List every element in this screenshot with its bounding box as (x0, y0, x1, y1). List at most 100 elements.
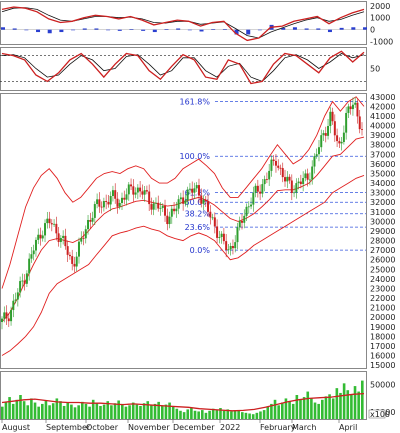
candle-body (272, 159, 275, 161)
volume-bar (179, 410, 182, 419)
volume-bar (171, 406, 175, 419)
volume-bar (73, 407, 77, 419)
macd-panel-frame (0, 1, 367, 45)
price-tick-label: 40000 (370, 122, 395, 131)
volume-bar (335, 388, 339, 419)
candle-body (32, 250, 35, 255)
candle-body (324, 133, 327, 136)
candle-body (252, 192, 255, 205)
volume-bar (44, 400, 48, 419)
volume-bar (288, 401, 291, 419)
candle-body (93, 204, 96, 218)
candle-body (80, 238, 83, 242)
candle-body (145, 190, 148, 192)
fib-level-label: 0.0% (190, 246, 211, 255)
candle-body (200, 195, 203, 204)
candle-body (286, 176, 289, 182)
fib-level-label: 100.0% (179, 152, 210, 161)
candle-body (68, 254, 71, 257)
volume-bar (342, 383, 346, 419)
candle-body (213, 217, 216, 227)
candle-body (19, 281, 22, 293)
candle-body (234, 242, 237, 249)
candle-body (356, 102, 359, 117)
macd-histogram-bar (222, 29, 227, 30)
macd-histogram-bar (1, 27, 5, 30)
candle-body (254, 185, 257, 193)
volume-bar (55, 398, 59, 419)
candle-body (41, 235, 44, 239)
volume-bar (230, 411, 233, 419)
volume-bar (302, 397, 306, 419)
candle-body (34, 239, 37, 251)
candle-body (98, 199, 101, 207)
candle-body (7, 318, 10, 322)
candle-body (295, 183, 298, 193)
volume-bar (150, 405, 153, 419)
volume-bar (11, 403, 15, 419)
x-axis-label: 2022 (220, 423, 240, 432)
candle-body (59, 237, 62, 243)
candle-body (247, 206, 250, 208)
macd-tick-label: 0 (370, 26, 375, 35)
price-tick-label: 21000 (370, 304, 395, 313)
price-tick-label: 18000 (370, 332, 395, 341)
macd-histogram-bar (351, 27, 356, 30)
volume-bar (33, 402, 37, 419)
candle-body (220, 233, 223, 237)
volume-tick-label: 50000 (370, 381, 395, 390)
macd-histogram-bar (36, 29, 41, 33)
candle-body (121, 197, 123, 203)
candle-body (114, 190, 117, 199)
candle-body (270, 159, 273, 171)
candle-body (358, 116, 361, 130)
bollinger-upper-band (1, 96, 365, 289)
candle-body (130, 184, 133, 187)
volume-multiplier-label: x100 (370, 410, 390, 419)
price-tick-label: 37000 (370, 150, 395, 159)
volume-bar (248, 413, 251, 419)
volume-bar (113, 403, 117, 419)
price-tick-label: 38000 (370, 141, 395, 150)
candle-body (179, 197, 182, 200)
volume-bar (22, 401, 26, 419)
candle-body (141, 191, 144, 195)
candle-body (261, 184, 264, 194)
volume-bar (310, 398, 313, 419)
candle-body (347, 106, 350, 113)
volume-bar (77, 405, 80, 419)
x-axis-label: March (292, 423, 316, 432)
price-tick-label: 42000 (370, 102, 395, 111)
osc-panel-frame (0, 47, 367, 91)
price-tick-label: 32000 (370, 198, 395, 207)
candle-body (222, 233, 225, 242)
candle-body (336, 135, 339, 142)
volume-bar (193, 410, 197, 419)
candle-body (297, 181, 300, 184)
candle-body (87, 219, 90, 230)
macd-histogram-bar (176, 28, 181, 30)
candle-body (250, 204, 253, 207)
volume-bar (19, 395, 22, 419)
candle-body (118, 202, 121, 207)
candle-body (39, 234, 42, 239)
oscillator-line (1, 50, 365, 85)
candle-body (105, 201, 108, 203)
candle-body (327, 126, 330, 136)
candle-body (354, 102, 357, 105)
candle-body (127, 184, 130, 195)
candle-body (50, 223, 53, 225)
x-axis-label: December (173, 423, 215, 432)
price-tick-label: 27000 (370, 246, 395, 255)
vol-panel-frame (0, 371, 367, 420)
candle-body (152, 203, 155, 210)
candle-body (245, 206, 248, 216)
volume-bar (226, 409, 230, 419)
volume-bar (237, 410, 240, 419)
volume-bar (84, 403, 88, 419)
candle-body (216, 226, 219, 238)
candle-body (322, 133, 325, 136)
volume-bar (324, 396, 328, 419)
candle-body (229, 246, 232, 250)
x-axis-label: October (86, 423, 119, 432)
